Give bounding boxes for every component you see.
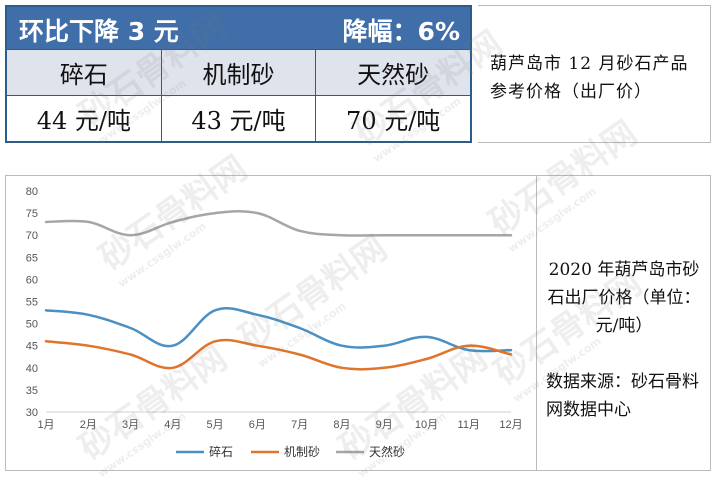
x-tick-label: 8月 bbox=[333, 419, 350, 431]
chart-title: 2020 年葫芦岛市砂石出厂价格（单位：元/吨） bbox=[547, 260, 701, 336]
table-price-row: 44 元/吨 43 元/吨 70 元/吨 bbox=[7, 95, 470, 141]
legend-label-3: 天然砂 bbox=[369, 444, 405, 459]
column-natural-sand: 天然砂 bbox=[315, 50, 470, 95]
x-tick-label: 1月 bbox=[37, 419, 54, 431]
title-box: 葫芦岛市 12 月砂石产品参考价格（出厂价） bbox=[478, 5, 711, 143]
x-tick-label: 2月 bbox=[80, 419, 97, 431]
line-chart: 30 35 40 45 50 55 60 65 70 75 80 1月 2月 3月 4月 5月 6月 7月 8月 9月… bbox=[26, 186, 523, 459]
table-head-row: 碎石 机制砂 天然砂 bbox=[7, 49, 470, 95]
series-line-2 bbox=[44, 338, 513, 371]
decline-rate: 降幅：6% bbox=[342, 17, 460, 46]
y-tick-label: 60 bbox=[26, 274, 38, 286]
series-line-3 bbox=[44, 210, 513, 237]
y-tick-label: 35 bbox=[26, 385, 38, 397]
data-source: 数据来源：砂石骨料网数据中心 bbox=[546, 372, 699, 420]
legend-label-1: 碎石 bbox=[209, 444, 233, 459]
y-tick-label: 75 bbox=[26, 208, 38, 220]
chart-divider bbox=[536, 176, 537, 470]
x-tick-label: 4月 bbox=[164, 419, 181, 431]
y-tick-label: 50 bbox=[26, 319, 38, 331]
price-title: 葫芦岛市 12 月砂石产品参考价格（出厂价） bbox=[490, 54, 689, 102]
x-tick-label: 6月 bbox=[249, 419, 266, 431]
legend-label-2: 机制砂 bbox=[284, 445, 320, 459]
y-tick-label: 55 bbox=[26, 297, 38, 309]
y-tick-label: 65 bbox=[26, 252, 38, 264]
series-line-1 bbox=[44, 306, 513, 353]
y-tick-label: 30 bbox=[26, 407, 38, 419]
column-crushed-stone: 碎石 bbox=[59, 61, 108, 89]
y-tick-label: 40 bbox=[26, 363, 38, 375]
x-tick-label: 12月 bbox=[499, 419, 522, 431]
x-tick-label: 11月 bbox=[458, 419, 480, 431]
x-tick-label: 10月 bbox=[415, 419, 438, 431]
y-tick-label: 80 bbox=[26, 186, 38, 198]
decline-amount: 环比下降 3 元 bbox=[19, 17, 179, 46]
price-table: 环比下降 3 元 降幅：6% 碎石 机制砂 天然砂 44 元/吨 43 元/吨 … bbox=[5, 5, 472, 143]
price-crushed-stone: 44 元/吨 bbox=[36, 107, 131, 135]
chart-box: 30 35 40 45 50 55 60 65 70 75 80 1月 2月 3月 4月 5月 6月 7月 8月 9月… bbox=[5, 175, 711, 471]
x-tick-label: 3月 bbox=[122, 419, 139, 431]
x-tick-label: 5月 bbox=[207, 419, 224, 431]
table-header: 环比下降 3 元 降幅：6% bbox=[7, 7, 470, 49]
y-tick-label: 70 bbox=[26, 230, 38, 242]
column-machine-sand: 机制砂 bbox=[160, 50, 316, 95]
price-machine-sand: 43 元/吨 bbox=[160, 96, 316, 141]
price-natural-sand: 70 元/吨 bbox=[315, 96, 470, 141]
x-tick-label: 9月 bbox=[376, 419, 393, 431]
y-tick-label: 45 bbox=[26, 341, 38, 353]
x-tick-label: 7月 bbox=[291, 419, 308, 431]
